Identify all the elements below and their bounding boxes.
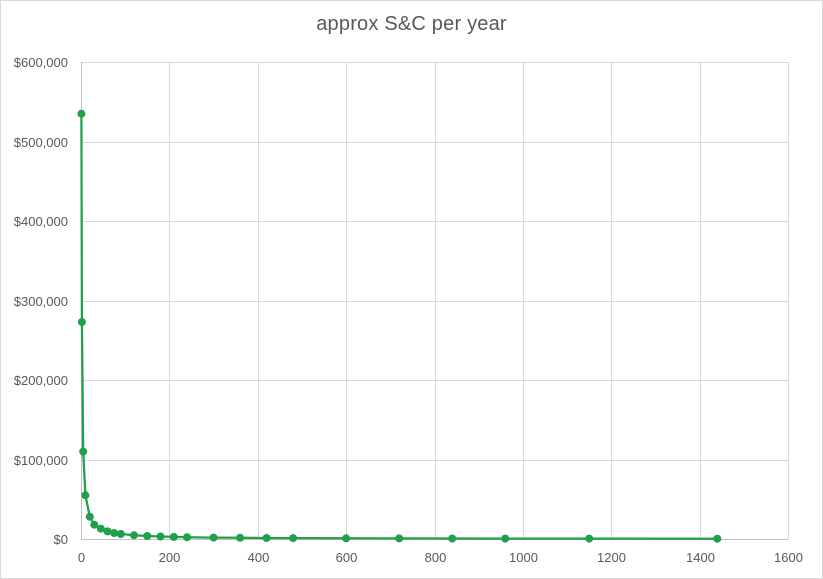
data-point [116, 530, 125, 538]
data-point [103, 527, 112, 536]
y-tick-label: $600,000 [14, 55, 68, 70]
data-point [130, 531, 138, 540]
data-point [79, 447, 88, 456]
x-tick-label: 600 [336, 550, 358, 565]
data-point [342, 534, 351, 543]
data-point [143, 532, 152, 540]
x-tick-label: 1200 [597, 550, 626, 565]
x-tick-label: 0 [78, 550, 85, 565]
y-tick-label: $200,000 [14, 373, 68, 388]
data-point [85, 512, 94, 521]
series-line [80, 113, 718, 540]
data-point [77, 109, 86, 118]
data-point [156, 532, 165, 541]
axes [81, 62, 788, 540]
data-point [90, 520, 99, 529]
y-tick-label: $300,000 [14, 294, 68, 309]
data-point [289, 534, 298, 543]
y-tick-label: $0 [54, 532, 68, 547]
x-tick-label: 400 [248, 550, 270, 565]
x-tick-labels: 0 200 400 600 800 1000 1200 1400 1600 [78, 550, 803, 565]
grid-lines [81, 62, 789, 539]
y-tick-label: $500,000 [14, 135, 68, 150]
data-point [713, 534, 722, 543]
data-point [169, 532, 178, 541]
y-tick-label: $400,000 [14, 214, 68, 229]
y-tick-label: $100,000 [14, 453, 68, 468]
data-point [448, 534, 457, 543]
data-point [77, 318, 86, 326]
chart-title: approx S&C per year [316, 13, 507, 35]
x-tick-label: 800 [425, 550, 447, 565]
x-tick-label: 1000 [509, 550, 538, 565]
x-tick-label: 200 [159, 550, 181, 565]
data-point [209, 533, 218, 542]
data-point [262, 534, 271, 542]
x-tick-label: 1400 [686, 550, 715, 565]
data-point [395, 534, 404, 543]
data-point [110, 529, 119, 537]
data-point [236, 533, 245, 542]
series-s-and-c [77, 109, 722, 543]
data-point [96, 524, 105, 533]
data-point [585, 534, 594, 543]
data-point [501, 534, 510, 543]
x-tick-label: 1600 [774, 550, 803, 565]
data-point [81, 491, 90, 500]
data-point [183, 533, 192, 542]
y-tick-labels: $0 $100,000 $200,000 $300,000 $400,000 $500,0… [14, 55, 68, 547]
